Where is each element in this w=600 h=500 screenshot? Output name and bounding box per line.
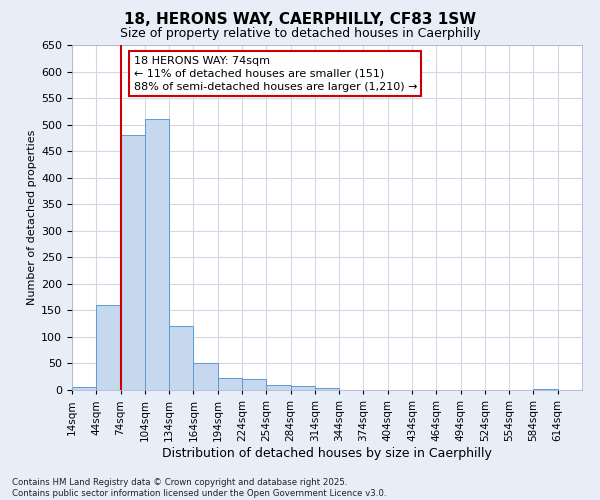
Bar [72, 388, 96, 390]
Bar [121, 135, 145, 390]
Bar [145, 120, 169, 390]
Text: Size of property relative to detached houses in Caerphilly: Size of property relative to detached ho… [119, 28, 481, 40]
Bar [315, 388, 339, 390]
Bar [242, 380, 266, 390]
Bar [218, 378, 242, 390]
Text: 18 HERONS WAY: 74sqm
← 11% of detached houses are smaller (151)
88% of semi-deta: 18 HERONS WAY: 74sqm ← 11% of detached h… [134, 56, 417, 92]
Bar [533, 389, 558, 390]
Text: Contains HM Land Registry data © Crown copyright and database right 2025.
Contai: Contains HM Land Registry data © Crown c… [12, 478, 386, 498]
Bar [290, 386, 315, 390]
Y-axis label: Number of detached properties: Number of detached properties [27, 130, 37, 305]
Text: 18, HERONS WAY, CAERPHILLY, CF83 1SW: 18, HERONS WAY, CAERPHILLY, CF83 1SW [124, 12, 476, 28]
Bar [193, 364, 218, 390]
X-axis label: Distribution of detached houses by size in Caerphilly: Distribution of detached houses by size … [162, 446, 492, 460]
Bar [96, 305, 121, 390]
Bar [169, 326, 193, 390]
Bar [266, 384, 290, 390]
